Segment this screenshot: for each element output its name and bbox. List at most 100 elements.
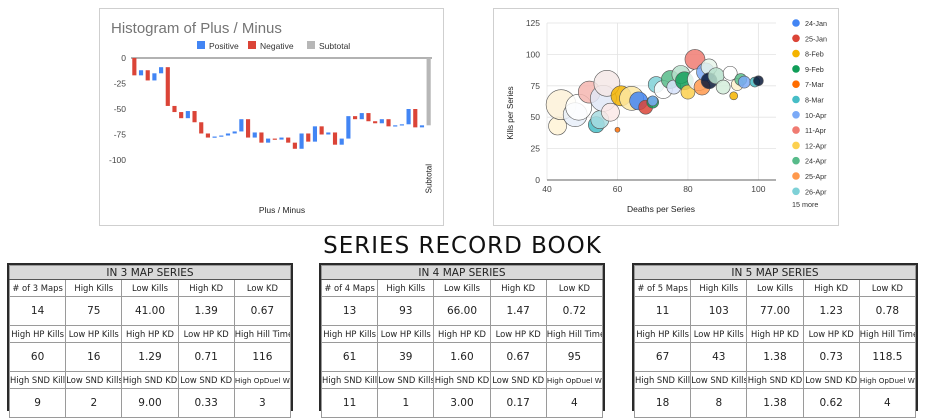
legend-swatch xyxy=(792,95,800,104)
record-book-title: SERIES RECORD BOOK xyxy=(323,233,602,259)
y-tick-label: 0 xyxy=(535,175,540,185)
legend-swatch xyxy=(792,80,800,88)
waterfall-bar xyxy=(199,122,204,134)
bubble-points xyxy=(545,49,764,136)
record-table: IN 3 MAP SERIES # of 3 Maps High Kills Low … xyxy=(8,265,292,418)
stat-value: 4 xyxy=(858,388,917,418)
stat-value: 116 xyxy=(233,342,292,372)
legend-swatch xyxy=(792,111,800,119)
waterfall-bar xyxy=(359,113,364,120)
legend-swatch xyxy=(792,187,800,196)
legend-swatch xyxy=(792,65,800,73)
stat-value: 0.78 xyxy=(858,296,917,326)
waterfall-bar xyxy=(399,124,404,126)
stat-header: High Kills xyxy=(377,279,435,297)
stat-header: Low KD xyxy=(545,279,604,297)
stat-value: 1 xyxy=(377,388,435,418)
stat-header: High Kills xyxy=(65,279,123,297)
waterfall-bar xyxy=(185,111,190,119)
waterfall-bar xyxy=(266,138,271,143)
waterfall-bar xyxy=(245,119,251,138)
legend-label: 7-Mar xyxy=(805,80,824,89)
stat-value: 66.00 xyxy=(433,296,491,326)
legend-label: 25-Apr xyxy=(805,172,827,181)
waterfall-bar xyxy=(232,131,237,134)
record-table-title: IN 4 MAP SERIES xyxy=(321,265,603,280)
y-tick-label: 125 xyxy=(526,18,540,28)
legend-more-link[interactable]: 15 more xyxy=(792,200,818,209)
legend-swatch-negative xyxy=(248,41,256,49)
waterfall-bar xyxy=(239,119,244,132)
y-tick-label: 25 xyxy=(531,144,541,154)
stat-value: 39 xyxy=(377,342,435,372)
bubble-point xyxy=(601,102,620,122)
stat-header: Low SND KD xyxy=(489,371,547,389)
bubble-legend: 24-Jan 25-Jan 8-Feb 9-Feb 7-Mar 8-Mar 10-Apr 11… xyxy=(792,19,827,209)
stat-header: # of 4 Maps xyxy=(320,279,379,297)
stat-header: Low HP Kills xyxy=(65,325,123,343)
stat-header: High OpDuel W xyxy=(858,371,917,389)
stat-header: Low HP KD xyxy=(489,325,547,343)
stat-header: High HP Kills xyxy=(8,325,67,343)
stat-value: 103 xyxy=(690,296,748,326)
legend-label: 24-Apr xyxy=(805,157,827,166)
stat-header: Low SND Kills xyxy=(377,371,435,389)
stat-header: High HP Kills xyxy=(633,325,692,343)
legend-label: 26-Apr xyxy=(805,187,827,196)
stat-header: High KD xyxy=(802,279,860,297)
record-table: IN 4 MAP SERIES # of 4 Maps High Kills Low … xyxy=(320,265,604,418)
waterfall-bar xyxy=(419,125,425,128)
stat-value: 3 xyxy=(233,388,292,418)
waterfall-bar xyxy=(366,113,371,122)
stat-header: High KD xyxy=(177,279,235,297)
waterfall-bar xyxy=(292,142,297,149)
y-tick-label: -100 xyxy=(109,155,126,165)
stat-value: 43 xyxy=(690,342,748,372)
stat-value: 93 xyxy=(377,296,435,326)
waterfall-bar xyxy=(132,58,137,76)
stat-header: High Kills xyxy=(690,279,748,297)
stat-value: 0.67 xyxy=(233,296,292,326)
legend-label: 9-Feb xyxy=(805,65,824,74)
legend-label: 25-Jan xyxy=(805,34,827,43)
stat-header: High SND Kills xyxy=(8,371,67,389)
waterfall-bar xyxy=(225,133,231,136)
bubble-point xyxy=(753,75,764,87)
stat-header: Low HP KD xyxy=(802,325,860,343)
bubble-chart: 0 25 50 75 100 125 40 60 80 100 Deaths per Series… xyxy=(506,18,827,214)
stat-header: High SND KD xyxy=(746,371,804,389)
waterfall-bar xyxy=(332,132,338,145)
legend-label: 11-Apr xyxy=(805,126,827,135)
waterfall-bar xyxy=(373,121,378,124)
stat-value: 1.38 xyxy=(746,388,804,418)
bubble-point xyxy=(715,79,731,95)
legend-swatch xyxy=(792,141,800,150)
bubble-point xyxy=(737,75,751,89)
stat-value: 1.23 xyxy=(802,296,860,326)
stat-header: Low Kills xyxy=(746,279,804,297)
waterfall-bar xyxy=(312,126,318,142)
stat-value: 2 xyxy=(65,388,123,418)
stat-value: 61 xyxy=(320,342,379,372)
waterfall-bar xyxy=(279,137,284,140)
legend-label: 10-Apr xyxy=(805,111,827,120)
legend-label: 24-Jan xyxy=(805,19,827,28)
subtotal-tick-label: Subtotal xyxy=(425,164,434,194)
stat-value: 4 xyxy=(545,388,604,418)
waterfall-bar xyxy=(165,67,170,106)
waterfall-bar xyxy=(386,119,391,127)
stat-value: 0.17 xyxy=(489,388,547,418)
stat-header: High HP KD xyxy=(746,325,804,343)
x-tick-label: 100 xyxy=(751,184,765,194)
stat-value: 0.73 xyxy=(802,342,860,372)
legend-label-subtotal: Subtotal xyxy=(319,41,350,51)
legend-label-negative: Negative xyxy=(260,41,294,51)
bubble-x-axis-label: Deaths per Series xyxy=(627,204,695,214)
legend-swatch-positive xyxy=(197,41,205,49)
waterfall-bar xyxy=(145,70,150,81)
waterfall-bar xyxy=(159,67,164,74)
stat-header: Low HP Kills xyxy=(377,325,435,343)
bubble-point xyxy=(680,84,696,100)
waterfall-bar xyxy=(219,135,224,137)
waterfall-bar xyxy=(379,119,384,124)
